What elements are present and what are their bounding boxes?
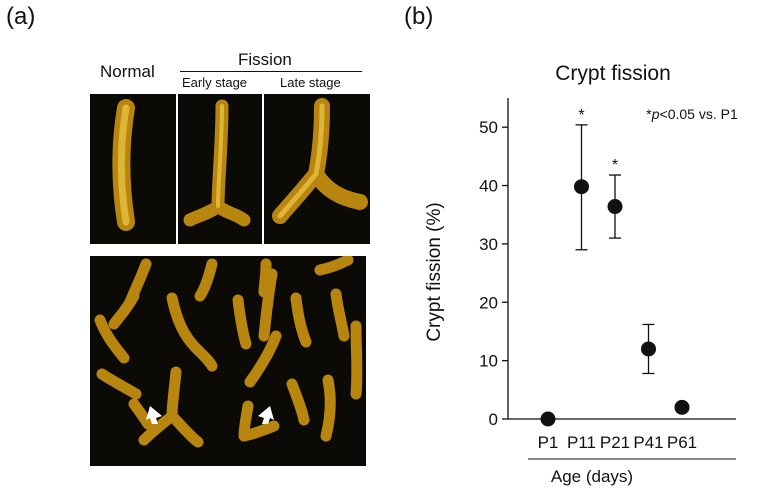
data-point-p1	[540, 411, 556, 427]
chart-axes: 0 10 20 30 40 50 P1 P11 P21 P41 P61	[479, 98, 736, 460]
late-stage-crypt-image	[264, 94, 370, 244]
crypt-fission-chart: Crypt fission *p<0.05 vs. P1 Crypt fissi…	[424, 62, 738, 486]
chart-marks: **	[540, 107, 690, 427]
y-tick-label-20: 20	[479, 293, 498, 312]
data-point-p21	[607, 199, 623, 215]
data-point-p11	[574, 179, 589, 195]
significance-star-p21: *	[612, 157, 618, 174]
x-axis-label: Age (days)	[551, 467, 633, 486]
y-tick-label-10: 10	[479, 352, 498, 371]
significance-note-text: <0.05 vs. P1	[660, 106, 738, 122]
fission-label: Fission	[238, 50, 292, 69]
data-point-p41	[641, 341, 656, 357]
late-stage-label: Late stage	[280, 75, 341, 90]
data-point-p61	[674, 399, 690, 415]
significance-note-p: p	[651, 106, 660, 122]
y-tick-label-40: 40	[479, 177, 498, 196]
x-tick-label-p11: P11	[567, 433, 596, 452]
y-tick-label-30: 30	[479, 235, 498, 254]
early-stage-crypt-image	[178, 94, 262, 244]
early-stage-label: Early stage	[182, 75, 248, 90]
significance-note: *p<0.05 vs. P1	[646, 106, 738, 122]
x-tick-label-p41: P41	[633, 433, 663, 452]
x-tick-label-p1: P1	[538, 433, 559, 452]
normal-label: Normal	[100, 62, 155, 81]
fission-bracket-line	[180, 71, 362, 72]
significance-note-star: *	[646, 106, 652, 122]
chart-title: Crypt fission	[555, 62, 671, 85]
panel-b-label: (b)	[404, 3, 434, 30]
y-axis-label: Crypt fission (%)	[424, 202, 445, 341]
panel-a-label: (a)	[6, 3, 36, 30]
significance-star-p11: *	[578, 107, 584, 124]
y-tick-label-50: 50	[479, 118, 498, 137]
normal-crypt-image	[90, 94, 176, 244]
y-tick-label-0: 0	[489, 410, 498, 429]
x-tick-label-p61: P61	[667, 433, 697, 452]
x-tick-label-p21: P21	[600, 433, 630, 452]
crypt-field-image	[90, 256, 366, 466]
